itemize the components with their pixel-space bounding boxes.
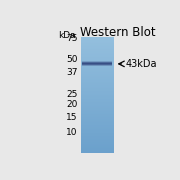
Text: 10: 10 (66, 128, 78, 137)
Text: 15: 15 (66, 113, 78, 122)
Text: 50: 50 (66, 55, 78, 64)
Text: Western Blot: Western Blot (80, 26, 155, 39)
Text: 20: 20 (66, 100, 78, 109)
Text: kDa: kDa (58, 31, 76, 40)
Text: 25: 25 (66, 90, 78, 99)
Text: 43kDa: 43kDa (126, 59, 157, 69)
Text: 75: 75 (66, 34, 78, 43)
Text: 37: 37 (66, 68, 78, 77)
